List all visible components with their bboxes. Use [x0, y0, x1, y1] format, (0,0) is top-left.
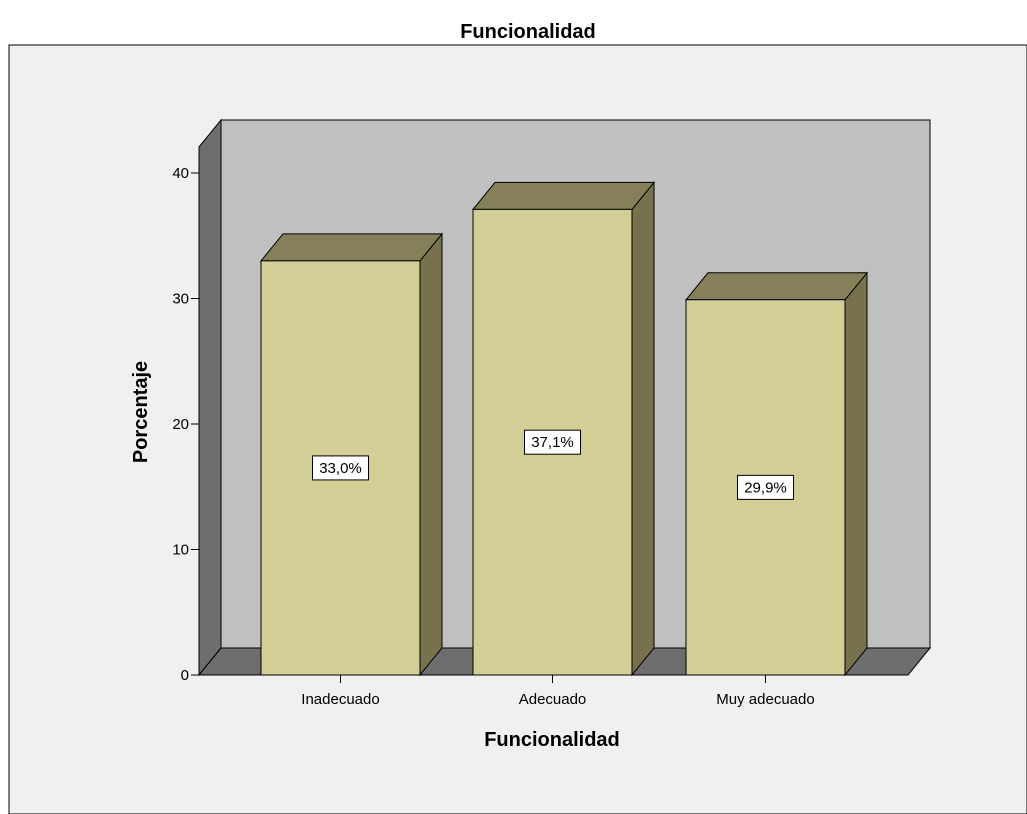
y-tick-label: 10: [172, 542, 189, 559]
x-tick-label: Muy adecuado: [716, 691, 814, 708]
side-wall: [198, 118, 222, 677]
y-tick-label: 40: [172, 165, 189, 182]
y-tick-label: 20: [172, 416, 189, 433]
y-tick-label: 30: [172, 291, 189, 308]
data-label-box: [524, 429, 581, 455]
bar-side: [419, 232, 443, 677]
x-tick-label: Inadecuado: [301, 691, 379, 708]
x-tick-label: Adecuado: [519, 691, 587, 708]
bar-side: [844, 271, 868, 677]
y-axis: 0 10 20 30 40: [172, 165, 200, 684]
bar-top: [471, 181, 656, 210]
chart-title: Funcionalidad: [460, 21, 596, 43]
data-label: 29,9%: [744, 479, 787, 496]
bar-group: 37,1%: [471, 180, 656, 677]
bar-group: 33,0%: [259, 232, 444, 677]
data-label: 33,0%: [319, 460, 362, 477]
bar-top: [259, 233, 444, 262]
bar-group: 29,9%: [684, 271, 869, 677]
data-label-box: [312, 455, 369, 481]
bar-side: [631, 180, 655, 677]
y-axis-label: Porcentaje: [130, 361, 152, 463]
data-label-box: [737, 474, 794, 500]
data-label: 37,1%: [531, 434, 574, 451]
bar-top: [684, 272, 869, 301]
bars: 33,0% 37,1% 29,9%: [259, 180, 869, 677]
y-tick-label: 0: [181, 667, 189, 684]
x-axis: Inadecuado Adecuado Muy adecuado: [301, 675, 815, 708]
x-axis-label: Funcionalidad: [484, 729, 620, 751]
